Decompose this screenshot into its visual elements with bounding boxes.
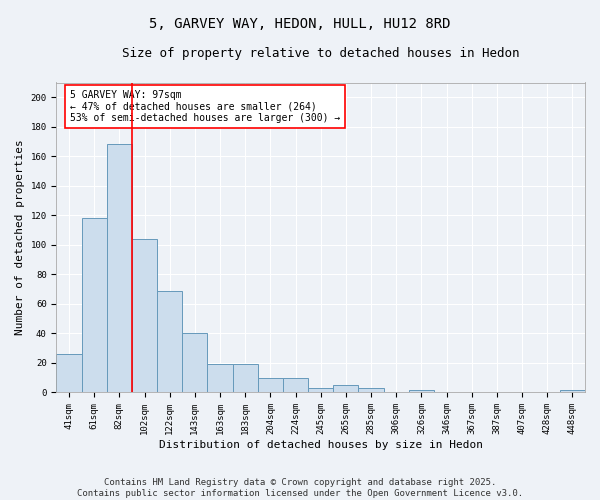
Bar — [358, 388, 383, 392]
Bar — [208, 364, 233, 392]
Bar — [333, 385, 358, 392]
Bar — [182, 334, 208, 392]
Bar — [107, 144, 132, 392]
Bar — [82, 218, 107, 392]
Bar — [233, 364, 258, 392]
Bar — [560, 390, 585, 392]
Bar — [283, 378, 308, 392]
Text: 5 GARVEY WAY: 97sqm
← 47% of detached houses are smaller (264)
53% of semi-detac: 5 GARVEY WAY: 97sqm ← 47% of detached ho… — [70, 90, 340, 123]
Y-axis label: Number of detached properties: Number of detached properties — [15, 140, 25, 336]
X-axis label: Distribution of detached houses by size in Hedon: Distribution of detached houses by size … — [159, 440, 483, 450]
Bar — [409, 390, 434, 392]
Text: Contains HM Land Registry data © Crown copyright and database right 2025.
Contai: Contains HM Land Registry data © Crown c… — [77, 478, 523, 498]
Bar — [132, 239, 157, 392]
Bar — [157, 290, 182, 392]
Bar — [308, 388, 333, 392]
Bar — [56, 354, 82, 393]
Text: 5, GARVEY WAY, HEDON, HULL, HU12 8RD: 5, GARVEY WAY, HEDON, HULL, HU12 8RD — [149, 18, 451, 32]
Bar — [258, 378, 283, 392]
Title: Size of property relative to detached houses in Hedon: Size of property relative to detached ho… — [122, 48, 520, 60]
